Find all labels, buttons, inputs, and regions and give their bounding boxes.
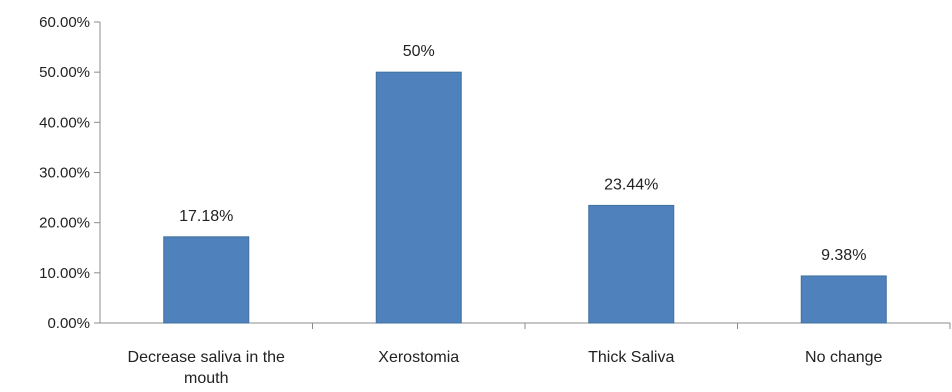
- data-label: 50%: [403, 43, 435, 60]
- y-axis: 0.00% 10.00% 20.00% 30.00% 40.00% 50.00% 60.00…: [39, 14, 101, 332]
- bars: [163, 71, 887, 324]
- data-label: 23.44%: [604, 176, 658, 193]
- category-label: Xerostomia: [378, 349, 459, 366]
- bar: [163, 236, 250, 324]
- y-tick-label: 50.00%: [39, 64, 90, 81]
- bar: [588, 204, 675, 324]
- data-label: 9.38%: [821, 247, 866, 264]
- category-label-line: mouth: [184, 370, 228, 387]
- x-axis: [100, 322, 951, 329]
- category-label: Thick Saliva: [588, 349, 674, 366]
- category-label-line: Decrease saliva in the: [128, 349, 286, 366]
- y-tick-label: 20.00%: [39, 215, 90, 232]
- y-tick-label: 0.00%: [47, 315, 90, 332]
- category-label: No change: [805, 349, 882, 366]
- category-labels: Decrease saliva in the mouth Xerostomia Thi…: [128, 349, 883, 387]
- category-label-line: Xerostomia: [378, 349, 459, 366]
- y-tick-label: 40.00%: [39, 114, 90, 131]
- category-label-line: Thick Saliva: [588, 349, 674, 366]
- data-label: 17.18%: [179, 208, 233, 225]
- y-tick-label: 30.00%: [39, 165, 90, 182]
- bar: [800, 275, 887, 324]
- y-tick-label: 10.00%: [39, 265, 90, 282]
- bar: [375, 71, 462, 324]
- category-label: Decrease saliva in the mouth: [128, 349, 286, 387]
- category-label-line: No change: [805, 349, 882, 366]
- y-tick-label: 60.00%: [39, 14, 90, 31]
- data-labels: 17.18% 50% 23.44% 9.38%: [179, 43, 866, 264]
